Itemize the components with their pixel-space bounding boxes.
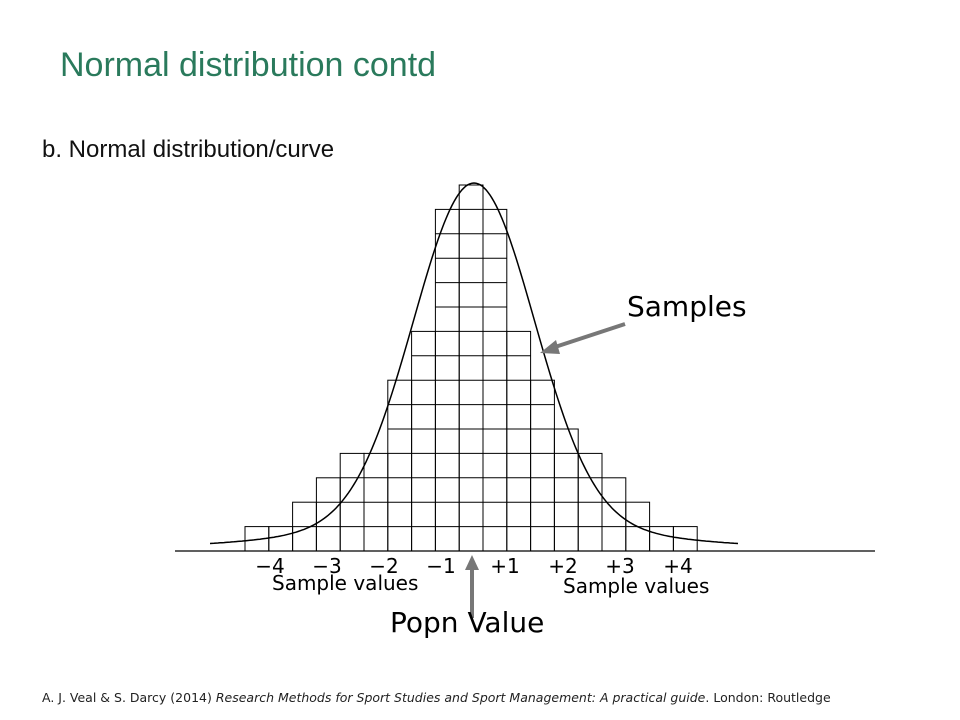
column <box>411 330 436 552</box>
slide-title: Normal distribution contd <box>60 46 437 84</box>
citation-authors: A. J. Veal & S. Darcy (2014) <box>42 690 212 705</box>
tick-label: +2 <box>548 554 577 578</box>
column <box>387 379 413 552</box>
tick-label: +1 <box>490 554 519 578</box>
samples-arrowhead <box>540 340 560 354</box>
left-axis-label: Sample values <box>272 571 418 595</box>
tick-label: −3 <box>312 554 341 578</box>
popn-label: Popn Value <box>390 606 544 639</box>
column <box>649 526 674 552</box>
tick-labels: −4 −3 −2 −1 +1 +2 +3 +4 <box>255 554 692 578</box>
column <box>672 526 698 552</box>
tick-label: +4 <box>663 554 692 578</box>
tick-label: −1 <box>426 554 455 578</box>
histogram <box>244 184 698 552</box>
citation-book: Research Methods for Sport Studies and S… <box>215 690 706 705</box>
column <box>268 526 294 552</box>
tick-label: +3 <box>605 554 634 578</box>
right-axis-label: Sample values <box>563 574 709 598</box>
samples-label: Samples <box>627 290 747 323</box>
samples-arrow <box>551 322 626 350</box>
popn-arrowhead <box>465 555 479 570</box>
slide-subtitle: b. Normal distribution/curve <box>42 136 335 163</box>
column <box>458 184 484 552</box>
normal-curve <box>209 182 739 545</box>
tick-label: −4 <box>255 554 284 578</box>
column <box>601 477 627 552</box>
citation-publisher: . London: Routledge <box>705 690 831 705</box>
column <box>506 330 532 552</box>
column <box>553 428 579 552</box>
column <box>530 379 555 552</box>
citation: A. J. Veal & S. Darcy (2014) Research Me… <box>42 690 831 705</box>
tick-label: −2 <box>369 554 398 578</box>
